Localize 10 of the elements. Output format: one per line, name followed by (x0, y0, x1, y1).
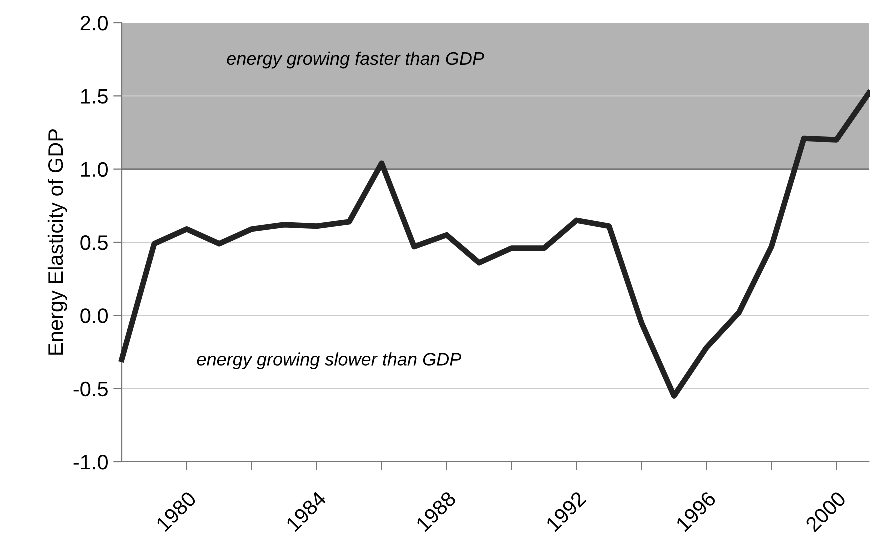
y-axis-title: Energy Elasticity of GDP (48, 130, 68, 355)
band-label: energy growing faster than GDP (227, 52, 484, 69)
y-tick-label: 1.0 (81, 162, 108, 178)
y-tick-label: -0.5 (74, 382, 108, 397)
y-tick-label: 1.5 (81, 89, 108, 104)
y-tick-label: 0.5 (80, 236, 108, 250)
y-tick-label: 0.0 (80, 308, 108, 324)
annotation: energy growing slower than GDP (197, 352, 462, 370)
y-tick-label: -1.0 (74, 455, 108, 470)
y-tick-label: 2.0 (80, 16, 108, 31)
